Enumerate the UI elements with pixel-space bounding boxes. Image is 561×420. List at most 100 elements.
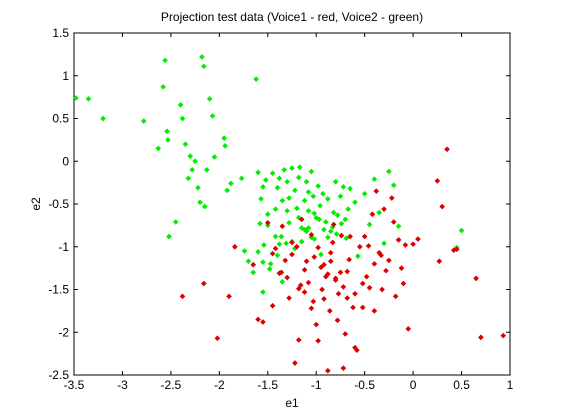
data-point [318,264,324,271]
data-point [363,273,370,280]
data-point [264,211,271,218]
data-point [165,137,171,143]
data-point [260,319,266,325]
data-point [321,261,327,268]
data-point [155,145,162,152]
data-point [386,257,392,264]
data-point [295,214,302,221]
data-point [301,289,308,295]
data-point [371,308,378,314]
data-point [305,208,312,214]
data-point [279,278,286,285]
data-point [371,261,378,267]
data-point [395,237,402,243]
data-point [311,236,318,242]
data-point [281,166,288,173]
y-tick-label: 0.5 [52,112,69,126]
data-point [352,290,358,297]
data-point [371,176,378,183]
data-point [366,284,373,291]
x-axis-label: e1 [285,396,299,410]
data-point [272,233,279,240]
data-point [185,175,192,182]
data-point [264,219,271,226]
data-point [214,335,221,342]
data-point [303,258,310,265]
data-point [305,225,312,231]
data-point [313,321,320,328]
data-point [400,280,407,287]
data-point [298,216,305,223]
data-point [315,337,321,344]
data-point [345,206,352,212]
data-point [402,242,409,248]
data-point [297,282,304,289]
data-point [327,249,334,256]
data-point [344,295,351,301]
x-tick-label: 0.5 [453,378,470,392]
data-point [321,296,327,302]
data-point [500,332,507,339]
data-point [361,190,368,197]
x-tick-label: -1.5 [257,378,278,392]
data-point [284,208,290,214]
data-point [164,128,170,135]
data-point [318,251,324,258]
data-point [286,195,292,201]
y-axis-label: e2 [29,197,43,211]
data-point [334,317,341,324]
data-point [333,231,340,237]
data-point [356,243,363,250]
data-point [250,269,257,276]
data-point [221,135,228,141]
data-point [209,113,216,119]
data-point [320,190,326,197]
data-point [245,258,252,265]
data-point [315,244,321,251]
data-point [261,242,267,248]
data-point [369,211,376,218]
data-point [444,146,450,153]
data-point [258,196,264,202]
data-point [85,96,92,102]
data-point [310,298,317,305]
x-tick-label: 1 [507,378,514,392]
data-point [366,221,373,228]
data-point [211,154,218,160]
data-point [260,184,266,190]
data-point [241,248,248,254]
data-point [453,246,460,253]
data-point [343,235,350,242]
data-point [289,165,295,171]
data-point [332,178,339,185]
data-point [347,233,353,240]
data-point [365,243,372,249]
data-point [340,184,347,190]
data-point [439,203,446,210]
data-point [388,195,395,201]
data-point [187,153,194,159]
data-point [383,267,389,274]
data-point [458,227,465,234]
data-point [344,268,351,275]
data-point [350,304,356,311]
data-point [179,293,186,300]
data-point [352,199,358,206]
data-point [478,334,484,341]
data-point [378,252,384,259]
data-point [286,219,292,226]
data-point [269,250,276,257]
data-point [436,258,443,265]
y-tick-label: 1 [62,69,69,83]
data-point [340,284,347,290]
data-point [352,344,358,351]
data-point [206,96,213,102]
data-point [255,249,261,255]
data-point [325,196,331,202]
data-point [195,184,201,191]
data-point [283,240,290,247]
data-point [295,174,302,181]
data-point [395,223,402,230]
x-tick-label: -3.5 [64,378,85,392]
data-point [355,253,361,259]
